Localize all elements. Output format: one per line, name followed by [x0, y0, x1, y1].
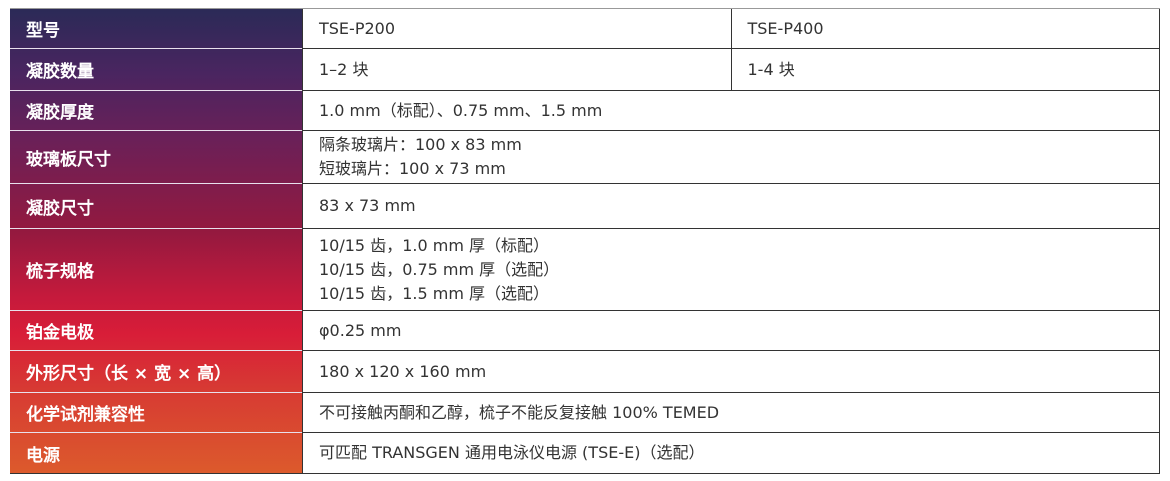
value-cell: TSE-P200: [319, 18, 395, 38]
value-cell: 不可接触丙酮和乙醇，梳子不能反复接触 100% TEMED: [319, 402, 720, 422]
value-line: 10/15 齿，0.75 mm 厚（选配）: [319, 259, 560, 279]
value-cell: 83 x 73 mm: [319, 196, 416, 215]
row-dimensions: 180 x 120 x 160 mm: [303, 351, 1159, 393]
row-gel-size: 83 x 73 mm: [303, 184, 1159, 229]
row-label: 型号: [10, 9, 302, 49]
row-gel-count: 1–2 块 1-4 块: [303, 49, 1159, 91]
value-cell: 可匹配 TRANSGEN 通用电泳仪电源 (TSE-E)（选配）: [319, 443, 705, 462]
value-cell: 1-4 块: [730, 49, 1160, 90]
row-label: 化学试剂兼容性: [10, 393, 302, 433]
row-label: 凝胶尺寸: [10, 184, 302, 229]
row-label: 铂金电极: [10, 311, 302, 351]
row-label: 外形尺寸（长 × 宽 × 高）: [10, 351, 302, 393]
row-glass-size: 隔条玻璃片：100 x 83 mm 短玻璃片：100 x 73 mm: [303, 131, 1159, 184]
row-electrode: φ0.25 mm: [303, 311, 1159, 351]
value-cell: 180 x 120 x 160 mm: [319, 361, 487, 381]
row-label: 梳子规格: [10, 229, 302, 311]
value-line: 10/15 齿，1.5 mm 厚（选配）: [319, 283, 549, 303]
row-label: 电源: [26, 445, 60, 466]
row-label: 凝胶数量: [10, 49, 302, 91]
row-comb-spec: 10/15 齿，1.0 mm 厚（标配） 10/15 齿，0.75 mm 厚（选…: [303, 229, 1159, 311]
value-cell: 隔条玻璃片：100 x 83 mm 短玻璃片：100 x 73 mm: [303, 131, 1159, 183]
value-cell: TSE-P400: [730, 9, 1160, 48]
value-line: 10/15 齿，1.0 mm 厚（标配）: [319, 235, 549, 255]
row-power: 可匹配 TRANSGEN 通用电泳仪电源 (TSE-E)（选配）: [303, 433, 1159, 473]
row-label: 玻璃板尺寸: [10, 131, 302, 184]
value-column: TSE-P200 TSE-P400 1–2 块 1-4 块 1.0 mm（标配）…: [302, 9, 1160, 473]
row-model: TSE-P200 TSE-P400: [303, 9, 1159, 49]
row-label: 凝胶厚度: [10, 91, 302, 131]
row-chemical-compat: 不可接触丙酮和乙醇，梳子不能反复接触 100% TEMED: [303, 393, 1159, 433]
spec-table: 型号 凝胶数量 凝胶厚度 玻璃板尺寸 凝胶尺寸 梳子规格 铂金电极 外形尺寸（长…: [10, 8, 1160, 474]
value-cell: 1.0 mm（标配）、0.75 mm、1.5 mm: [319, 100, 603, 120]
label-column: 型号 凝胶数量 凝胶厚度 玻璃板尺寸 凝胶尺寸 梳子规格 铂金电极 外形尺寸（长…: [10, 9, 302, 473]
value-cell: 10/15 齿，1.0 mm 厚（标配） 10/15 齿，0.75 mm 厚（选…: [303, 229, 1159, 310]
value-line: 隔条玻璃片：100 x 83 mm: [319, 135, 522, 154]
value-cell: φ0.25 mm: [319, 320, 402, 340]
value-cell: 1–2 块: [319, 59, 369, 79]
row-gel-thickness: 1.0 mm（标配）、0.75 mm、1.5 mm: [303, 91, 1159, 131]
value-line: 短玻璃片：100 x 73 mm: [319, 159, 506, 178]
